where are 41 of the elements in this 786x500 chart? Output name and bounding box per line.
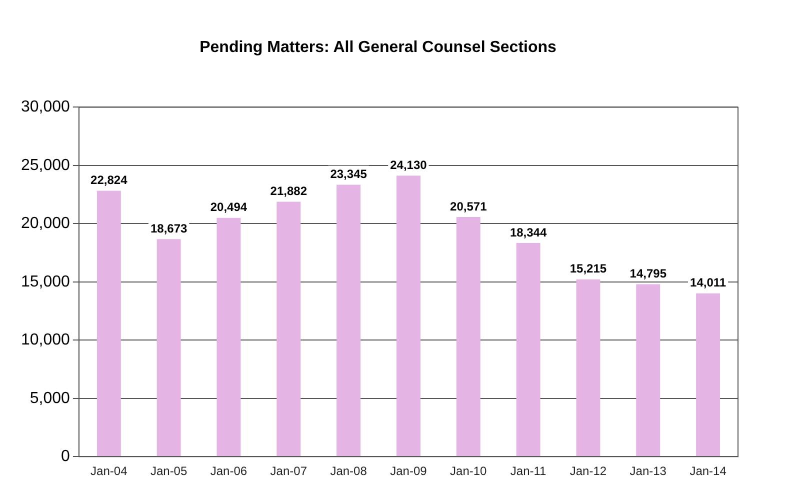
y-tick-label: 10,000: [21, 332, 70, 349]
data-label: 15,215: [570, 262, 607, 276]
x-tick-label: Jan-08: [330, 464, 368, 478]
x-tick-label: Jan-06: [210, 464, 248, 478]
x-tick-label: Jan-13: [630, 464, 667, 478]
y-tick-label: 30,000: [21, 98, 70, 116]
bar: [336, 184, 361, 456]
y-tick-label: 5,000: [30, 390, 70, 407]
y-tick-label: 25,000: [21, 156, 70, 174]
data-label: 14,795: [630, 266, 667, 281]
chart-title: Pending Matters: All General Counsel Sections: [200, 39, 557, 56]
x-tick-label: Jan-12: [570, 464, 607, 478]
bar: [96, 190, 121, 456]
data-label: 14,011: [690, 276, 726, 290]
data-label: 23,345: [330, 167, 368, 182]
x-tick-label: Jan-11: [510, 464, 547, 478]
bar: [216, 218, 241, 456]
bar: [396, 176, 420, 456]
x-tick-label: Jan-10: [450, 464, 488, 478]
y-tick-label: 0: [61, 448, 70, 466]
data-label: 21,882: [270, 184, 308, 198]
bar: [576, 279, 600, 456]
bar: [696, 293, 720, 456]
y-tick-label: 20,000: [21, 215, 70, 232]
bar: [456, 217, 480, 456]
data-label: 22,824: [90, 173, 128, 188]
x-tick-label: Jan-07: [270, 464, 308, 478]
data-label: 18,344: [510, 225, 547, 240]
data-label: 24,130: [390, 158, 428, 172]
bar: [636, 284, 660, 456]
x-tick-label: Jan-09: [390, 464, 428, 478]
data-label: 20,494: [210, 200, 248, 214]
bar: [276, 202, 301, 456]
bar: [516, 242, 540, 456]
x-tick-label: Jan-14: [690, 464, 727, 478]
x-tick-label: Jan-04: [90, 464, 128, 478]
y-tick-label: 15,000: [21, 273, 70, 290]
data-label: 20,571: [450, 199, 488, 214]
bar: [156, 239, 181, 456]
x-tick-label: Jan-05: [150, 464, 188, 478]
data-label: 18,673: [150, 221, 188, 236]
